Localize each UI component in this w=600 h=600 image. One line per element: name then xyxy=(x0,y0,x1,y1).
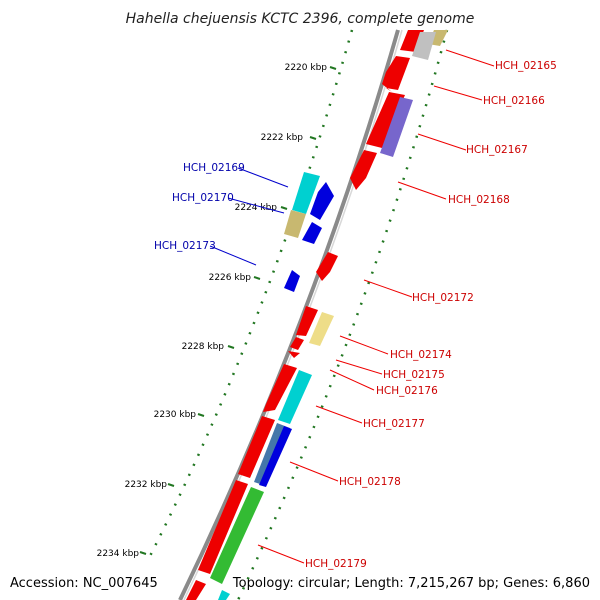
forward-callout-lines xyxy=(257,49,495,564)
kbp-label: 2232 kbp xyxy=(125,480,168,490)
kbp-label: 2224 kbp xyxy=(235,203,278,213)
gene-feature[interactable] xyxy=(302,222,322,244)
gene-label[interactable]: HCH_02172 xyxy=(412,292,474,304)
gene-feature[interactable] xyxy=(278,370,312,424)
gene-feature[interactable] xyxy=(290,337,304,350)
gene-feature[interactable] xyxy=(210,487,264,584)
gene-feature[interactable] xyxy=(412,32,436,60)
gene-label[interactable]: HCH_02170 xyxy=(172,192,234,204)
kbp-tick-marks xyxy=(139,66,337,555)
outer-dotted-ring xyxy=(146,29,354,561)
gene-feature[interactable] xyxy=(284,270,300,292)
kbp-label: 2228 kbp xyxy=(182,342,225,352)
gene-feature[interactable] xyxy=(350,150,377,190)
gene-feature[interactable] xyxy=(296,306,318,336)
gene-feature[interactable] xyxy=(259,426,292,487)
gene-feature[interactable] xyxy=(316,252,338,281)
gene-label[interactable]: HCH_02177 xyxy=(363,418,425,430)
gene-label[interactable]: HCH_02178 xyxy=(339,476,401,488)
gene-label[interactable]: HCH_02169 xyxy=(183,162,245,174)
gene-feature[interactable] xyxy=(284,210,306,238)
gene-feature[interactable] xyxy=(288,351,300,358)
gene-feature[interactable] xyxy=(366,92,405,148)
gene-label[interactable]: HCH_02167 xyxy=(466,144,528,156)
gene-feature[interactable] xyxy=(380,97,413,157)
gene-label[interactable]: HCH_02165 xyxy=(495,60,557,72)
kbp-label: 2234 kbp xyxy=(97,549,140,559)
gene-label[interactable]: HCH_02175 xyxy=(383,369,445,381)
chromosome-backbone xyxy=(178,29,400,600)
gene-feature[interactable] xyxy=(198,480,248,574)
gene-label[interactable]: HCH_02176 xyxy=(376,385,438,397)
gene-feature[interactable] xyxy=(263,364,297,412)
inner-dotted-ring xyxy=(236,29,449,600)
kbp-label: 2220 kbp xyxy=(285,63,328,73)
reverse-callout-lines xyxy=(209,167,289,266)
gene-label[interactable]: HCH_02179 xyxy=(305,558,367,570)
gene-feature[interactable] xyxy=(218,590,230,600)
accession-text: Accession: NC_007645 xyxy=(10,576,158,591)
gene-feature[interactable] xyxy=(309,312,334,346)
reverse-strand-genes xyxy=(284,172,334,292)
chromosome-backbone-highlight xyxy=(183,29,403,600)
kbp-label: 2222 kbp xyxy=(261,133,304,143)
gene-label[interactable]: HCH_02174 xyxy=(390,349,452,361)
gene-label[interactable]: HCH_02173 xyxy=(154,240,216,252)
kbp-label: 2226 kbp xyxy=(209,273,252,283)
kbp-label: 2230 kbp xyxy=(154,410,197,420)
gene-feature[interactable] xyxy=(186,580,206,600)
gene-feature[interactable] xyxy=(310,182,334,220)
forward-strand-genes xyxy=(186,30,448,600)
gene-feature[interactable] xyxy=(292,172,320,214)
map-title: Hahella chejuensis KCTC 2396, complete g… xyxy=(126,11,475,27)
gene-feature[interactable] xyxy=(238,416,275,478)
gene-feature[interactable] xyxy=(382,56,410,92)
gene-label[interactable]: HCH_02168 xyxy=(448,194,510,206)
gene-label[interactable]: HCH_02166 xyxy=(483,95,545,107)
topology-text: Topology: circular; Length: 7,215,267 bp… xyxy=(232,576,590,591)
